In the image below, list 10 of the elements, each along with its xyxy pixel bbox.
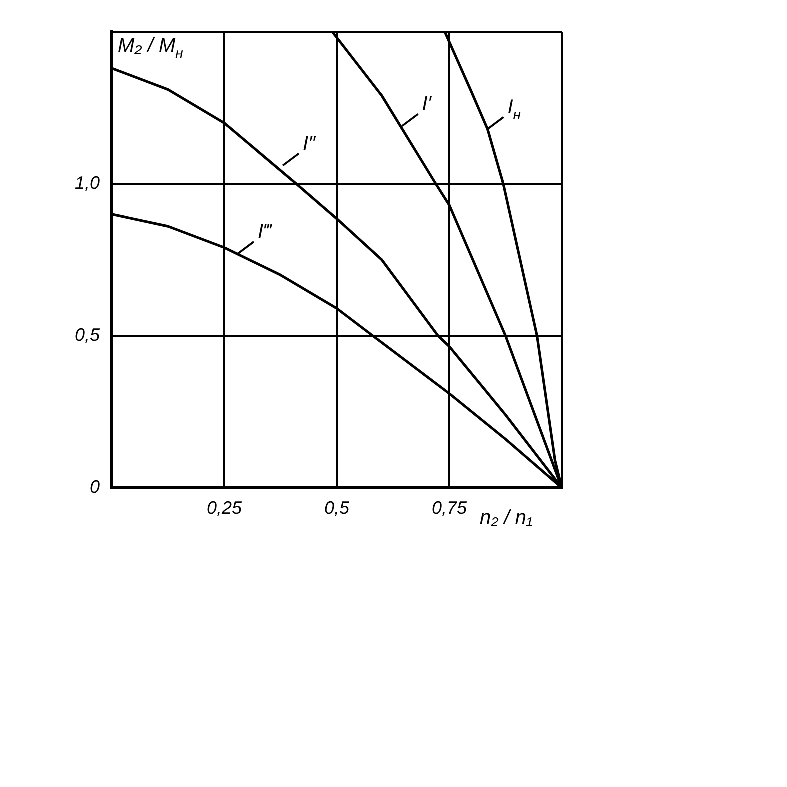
x-tick-label: 0,5 xyxy=(324,498,350,518)
y-tick-label: 0 xyxy=(90,477,100,497)
annotation: I′ xyxy=(422,93,433,116)
y-tick-label: 1,0 xyxy=(74,173,100,193)
annotation: I‴ xyxy=(258,220,274,243)
y-tick-label: 0,5 xyxy=(74,325,101,345)
annotation: I″ xyxy=(303,132,317,155)
x-tick-label: 0,75 xyxy=(432,498,468,518)
x-axis-title: n₂ / n₁ xyxy=(480,507,533,529)
x-tick-label: 0,25 xyxy=(206,498,243,518)
